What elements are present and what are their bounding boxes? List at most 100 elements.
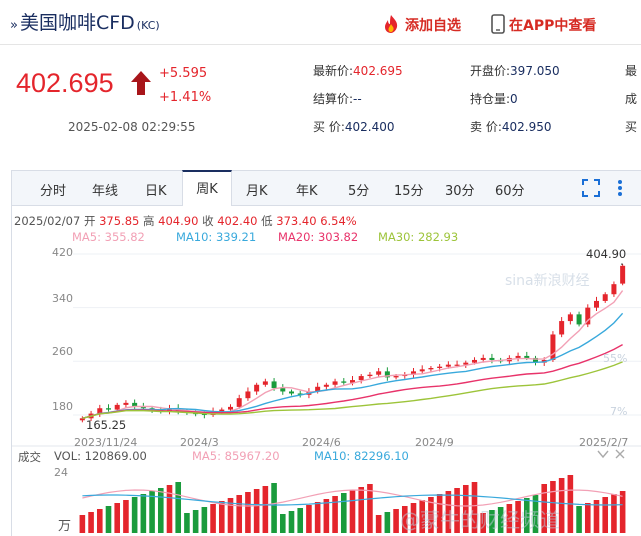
page-header: » 美国咖啡CFD (KC) 添加自选 在APP中查看 — [0, 0, 641, 45]
candle — [350, 380, 355, 383]
quote-high-partial: 最 — [625, 64, 638, 78]
quote-open: 开盘价:397.050 — [470, 64, 560, 78]
tab-yearly-k[interactable]: 年K — [296, 184, 318, 199]
volume-bar — [96, 509, 103, 533]
candle — [114, 404, 120, 410]
volume-ma10: MA10: 82296.10 — [314, 449, 409, 463]
volume-bar — [375, 515, 382, 533]
right-tick-55: 55% — [603, 352, 628, 365]
candle — [358, 376, 364, 381]
candle — [123, 402, 129, 405]
candle — [323, 384, 329, 387]
quote-open-interest: 持仓量:0 — [470, 92, 518, 106]
volume-bar — [454, 488, 460, 533]
tab-5min[interactable]: 5分 — [348, 184, 370, 199]
candle — [419, 369, 425, 372]
x-tick-1: 2023/11/24 — [74, 436, 138, 449]
volume-bar — [593, 500, 600, 533]
volume-bar — [332, 496, 338, 533]
candle — [315, 386, 321, 392]
volume-bar — [393, 509, 399, 533]
watermark-channel: @蒙牛的财经频道 — [400, 508, 560, 532]
volume-bar — [288, 511, 295, 533]
candle — [289, 391, 294, 394]
volume-bar — [157, 488, 164, 533]
candle — [140, 406, 146, 409]
candle — [611, 284, 617, 295]
fullscreen-icon[interactable] — [582, 179, 600, 201]
volume-bar — [550, 481, 556, 533]
volume-bar — [79, 515, 86, 533]
candle — [367, 374, 373, 377]
volume-bar — [184, 513, 190, 533]
volume-bar — [279, 514, 286, 533]
candle — [411, 371, 416, 375]
quote-bid: 买 价:402.400 — [313, 120, 395, 134]
volume-bar — [262, 486, 269, 533]
quote-ask: 卖 价:402.950 — [470, 120, 552, 134]
candle — [384, 371, 390, 378]
volume-bar — [445, 491, 452, 533]
y-tick-340: 340 — [52, 292, 73, 305]
tab-daily-k[interactable]: 日K — [145, 184, 167, 199]
tab-30min[interactable]: 30分 — [445, 184, 475, 199]
candle — [576, 314, 582, 325]
volume-bar — [131, 497, 138, 533]
volume-bar — [384, 512, 391, 533]
phone-icon — [491, 14, 505, 34]
volume-bar — [201, 507, 208, 533]
chart-tabs: 分时 年线 日K 周K 月K 年K 5分 15分 30分 60分 — [12, 170, 641, 206]
candle — [445, 364, 451, 367]
collapse-icon[interactable] — [597, 449, 609, 459]
volume-bar — [489, 510, 495, 533]
candle — [594, 300, 599, 308]
volume-bar — [314, 502, 321, 533]
candle — [559, 321, 565, 335]
tab-yearline[interactable]: 年线 — [92, 184, 119, 199]
volume-ma10-line — [82, 494, 623, 506]
volume-bar — [192, 510, 199, 533]
candle — [472, 359, 477, 363]
candle — [515, 355, 521, 358]
right-tick-7: 7% — [610, 405, 628, 418]
add-watchlist-button[interactable]: 添加自选 — [381, 14, 461, 35]
candle — [341, 381, 347, 383]
volume-bar — [401, 506, 408, 533]
ma20-legend: MA20: 303.82 — [278, 230, 359, 244]
close-icon[interactable] — [615, 449, 625, 459]
volume-label: 成交 — [18, 450, 41, 464]
more-menu-icon[interactable] — [617, 179, 623, 201]
volume-bar — [584, 503, 591, 533]
tab-60min[interactable]: 60分 — [495, 184, 525, 199]
min-price-label: 165.25 — [86, 418, 127, 432]
volume-bar — [611, 494, 617, 533]
volume-bar — [462, 485, 469, 533]
volume-bar — [515, 501, 521, 533]
tab-intraday[interactable]: 分时 — [40, 184, 67, 199]
volume-bar — [253, 489, 260, 533]
open-app-button[interactable]: 在APP中查看 — [491, 14, 596, 35]
candle — [376, 371, 382, 375]
volume-bar — [419, 500, 426, 533]
quote-bid-vol-partial: 买 — [625, 120, 638, 134]
quote-time: 2025-02-08 02:29:55 — [68, 120, 196, 134]
volume-bar — [480, 513, 487, 533]
tab-monthly-k[interactable]: 月K — [246, 184, 268, 199]
double-chevron-icon: » — [10, 18, 18, 33]
candle — [437, 366, 443, 368]
volume-bar — [576, 506, 582, 533]
candle — [219, 409, 225, 412]
candle — [106, 408, 111, 410]
volume-bar — [428, 497, 434, 533]
volume-bar — [436, 494, 443, 533]
tab-weekly-k[interactable]: 周K — [182, 170, 232, 206]
quote-latest: 最新价:402.695 — [313, 64, 403, 78]
volume-y-top: 24 — [54, 466, 68, 479]
volume-bar — [532, 495, 539, 533]
candle — [280, 388, 286, 392]
volume-bar — [175, 482, 182, 533]
tab-15min[interactable]: 15分 — [394, 184, 424, 199]
candle — [480, 357, 486, 360]
price-change-pct: +1.41% — [159, 90, 212, 105]
